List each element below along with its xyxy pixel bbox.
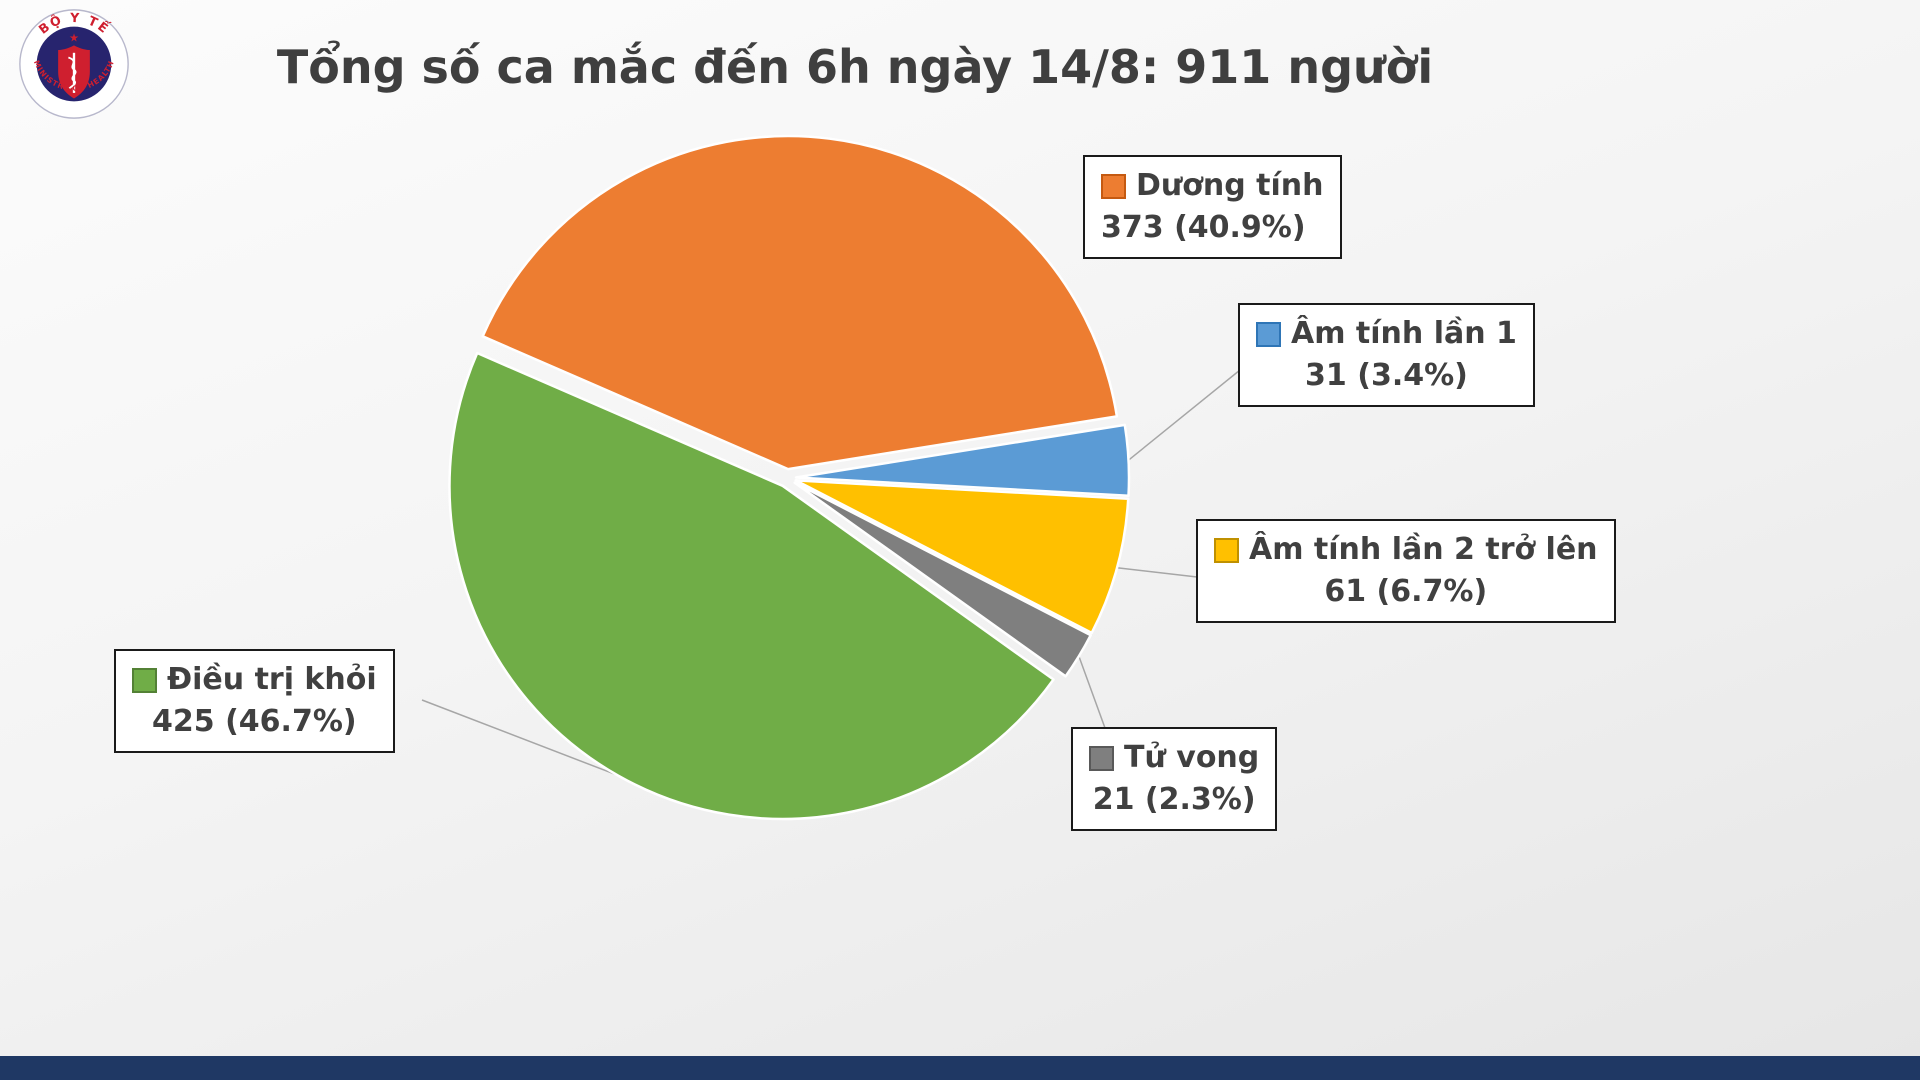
label-box-positive: Dương tính 373 (40.9%) [1083,155,1342,259]
leader-line-1 [1128,369,1241,461]
pie-slice-2 [794,479,1130,635]
label-box-negative-1: Âm tính lần 1 31 (3.4%) [1238,303,1535,407]
label-box-deaths: Tử vong 21 (2.3%) [1071,727,1278,831]
legend-marker-negative-1 [1256,321,1281,347]
label-negative-1-value: 31 (3.4%) [1305,358,1468,393]
legend-marker-deaths [1089,745,1114,771]
label-deaths-value: 21 (2.3%) [1092,782,1256,817]
logo-star-icon: ★ [69,32,79,45]
label-positive-name: Dương tính [1136,168,1324,203]
pie-slice-1 [794,423,1131,498]
label-positive-value: 373 (40.9%) [1101,210,1306,245]
chart-title: Tổng số ca mắc đến 6h ngày 14/8: 911 ngư… [276,40,1434,94]
label-box-negative-2: Âm tính lần 2 trở lên 61 (6.7%) [1196,519,1616,623]
label-recovered-name: Điều trị khỏi [167,662,377,697]
legend-marker-positive [1101,173,1126,199]
logo-snake-icon [68,56,77,89]
label-negative-1-name: Âm tính lần 1 [1291,316,1517,351]
footer-bar [0,1056,1920,1080]
leader-line-3 [1078,655,1106,729]
label-negative-2-value: 61 (6.7%) [1324,574,1488,609]
label-recovered-value: 425 (46.7%) [152,704,357,739]
label-deaths-name: Tử vong [1124,740,1260,775]
pie-slice-3 [793,481,1092,678]
moh-logo: ★ BỘ Y TẾ MINISTRY OF HEALTH [19,9,129,119]
leader-line-2 [1116,566,1198,578]
label-box-recovered: Điều trị khỏi 425 (46.7%) [114,649,395,753]
pie-slice-0 [481,134,1119,471]
legend-marker-negative-2 [1214,537,1239,563]
pie-slice-4 [448,351,1055,821]
legend-marker-recovered [132,667,157,693]
label-negative-2-name: Âm tính lần 2 trở lên [1249,532,1598,567]
leader-line-4 [421,699,619,777]
